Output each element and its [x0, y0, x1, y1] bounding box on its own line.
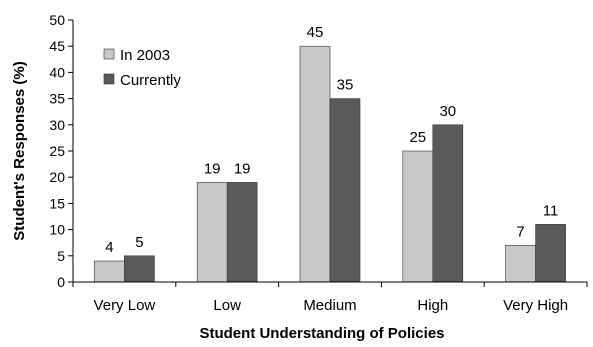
y-tick-label: 0 — [57, 274, 65, 290]
y-tick-label: 5 — [57, 248, 65, 264]
legend-swatch — [103, 48, 115, 60]
y-tick-label: 35 — [49, 91, 65, 107]
data-label: 5 — [135, 234, 143, 251]
bar-currently — [124, 255, 155, 283]
bars — [94, 45, 566, 283]
bar-in-2003 — [299, 45, 331, 283]
data-label: 35 — [337, 77, 354, 94]
x-category-label: High — [417, 297, 448, 314]
y-axis-title: Student's Responses (%) — [11, 61, 28, 240]
bar-currently — [329, 98, 361, 283]
y-tick-label: 25 — [49, 143, 65, 159]
data-label: 11 — [543, 202, 559, 219]
data-label: 4 — [105, 239, 113, 256]
y-tick-label: 15 — [49, 195, 65, 211]
bar-in-2003 — [505, 245, 536, 283]
bar-currently — [432, 124, 464, 283]
y-tick-label: 50 — [49, 12, 65, 28]
data-label: 19 — [234, 160, 251, 177]
y-tick-label: 30 — [49, 117, 65, 133]
x-axis-title: Student Understanding of Policies — [199, 325, 444, 342]
bar-currently — [535, 224, 566, 283]
x-category-label: Medium — [303, 297, 356, 314]
y-tick-label: 45 — [49, 38, 65, 54]
legend-label: Currently — [120, 72, 181, 89]
legend-label: In 2003 — [120, 47, 170, 64]
data-label: 19 — [204, 160, 221, 177]
bar-currently — [226, 182, 258, 283]
y-tick-label: 40 — [49, 64, 65, 80]
x-category-label: Low — [213, 297, 241, 314]
x-category-label: Very Low — [94, 297, 156, 314]
y-tick-label: 20 — [49, 169, 65, 185]
legend: In 2003 Currently — [103, 47, 181, 89]
data-label: 45 — [307, 24, 324, 41]
bar-in-2003 — [402, 150, 434, 283]
bar-in-2003 — [94, 260, 125, 283]
legend-swatch — [103, 73, 115, 85]
data-label: 30 — [439, 103, 456, 120]
data-label: 7 — [516, 223, 524, 240]
y-axis: 0 5 10 15 20 25 30 35 40 45 50 — [49, 12, 74, 290]
x-category-label: Very High — [503, 297, 568, 314]
data-label: 25 — [409, 129, 426, 146]
x-axis: Very Low Low Medium High Very High — [72, 281, 588, 314]
y-tick-label: 10 — [49, 222, 65, 238]
bar-in-2003 — [196, 182, 228, 283]
